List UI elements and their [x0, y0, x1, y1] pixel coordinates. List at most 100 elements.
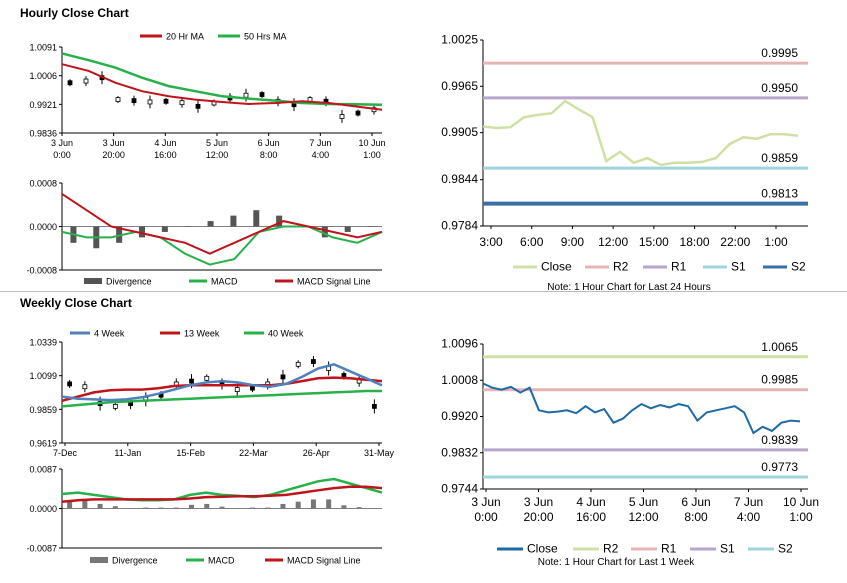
weekly-divergence-bar: [326, 499, 332, 509]
weekly-divergence-bar: [295, 501, 301, 509]
day-close-line: [482, 99, 799, 167]
week-xtick-date: 10 Jun: [783, 495, 819, 509]
weekly-price-bar-body: [189, 378, 194, 384]
hourly-price-bar-body: [131, 98, 137, 104]
weekly-price-xtick-label: 26-Apr: [303, 448, 330, 458]
weekly-price-bar-body: [295, 361, 301, 367]
week-level-label-r1: 0.9985: [761, 373, 798, 387]
weekly-price-ytick-label: 0.9859: [29, 405, 57, 415]
week-close-legend-label: Close: [527, 542, 558, 556]
week-xtick-time: 20:00: [523, 510, 553, 524]
week-xtick-time: 8:00: [684, 510, 708, 524]
hourly-price-xtick-time: 1:00: [363, 150, 381, 160]
hourly-ma50-line: [61, 52, 383, 106]
hourly-price-bar-body: [355, 110, 361, 116]
week-xtick-date: 6 Jun: [681, 495, 710, 509]
weekly-divergence-bar: [249, 507, 255, 509]
hourly-divergence-bar: [344, 226, 351, 232]
week-chart-ytick-label: 0.9832: [441, 445, 478, 459]
weekly-divergence-bar: [158, 507, 164, 509]
hourly-price-bar-body: [67, 80, 73, 86]
hourly-price-xtick-time: 16:00: [154, 150, 177, 160]
weekly-price-ytick-label: 1.0099: [29, 371, 57, 381]
week-s1-legend-label: S1: [720, 542, 735, 556]
day-xtick-label: 22:00: [720, 235, 750, 249]
weekly-price-bar-body: [67, 381, 73, 387]
hourly-divergence-bar: [276, 215, 283, 227]
day-chart-note: Note: 1 Hour Chart for Last 24 Hours: [547, 282, 710, 293]
hourly-price-xtick-time: 20:00: [102, 150, 125, 160]
weekly-price-bar-body: [204, 375, 210, 381]
weekly-price-xtick-label: 31-May: [364, 448, 395, 458]
hourly-price-xtick-date: 3 Jun: [51, 138, 73, 148]
day-chart-ytick-label: 0.9844: [441, 172, 478, 186]
weekly-price-ytick-label: 0.9619: [29, 439, 57, 449]
weekly-macd-ytick-label: 0.0000: [29, 504, 57, 514]
weekly-divergence-bar: [173, 507, 179, 509]
weekly-divergence-bar: [67, 500, 73, 509]
hourly-price-bar-body: [179, 100, 185, 106]
hourly-divergence-bar: [230, 215, 237, 227]
weekly-macd-line: [61, 477, 383, 502]
hourly-divergence-bar: [139, 226, 145, 238]
weekly-40wk-legend-label: 40 Week: [268, 329, 304, 339]
hourly-ma50-legend-label: 50 Hrs MA: [244, 32, 287, 42]
weekly-price-bar-body: [112, 403, 118, 409]
weekly-divergence-bar: [128, 508, 134, 509]
day-level-label-s2: 0.9813: [761, 187, 798, 201]
weekly-price-bar-body: [234, 387, 240, 392]
weekly-price-bar-body: [280, 374, 286, 380]
weekly-divergence-bar: [341, 505, 347, 509]
weekly-divergence-bar: [234, 508, 240, 509]
hourly-divergence-bar: [367, 226, 374, 227]
hourly-price-bar-body: [83, 78, 89, 84]
hourly-signal-line: [61, 193, 383, 255]
day-chart-ytick-label: 0.9965: [441, 79, 478, 93]
weekly-divergence-bar: [189, 504, 195, 509]
section-divider: [0, 291, 847, 292]
week-xtick-time: 4:00: [737, 510, 761, 524]
weekly-divergence-bar: [371, 508, 377, 509]
day-chart-ytick-label: 0.9905: [441, 125, 478, 139]
weekly-40wk-line: [61, 389, 382, 408]
day-r1-legend-label: R1: [671, 260, 687, 274]
weekly-divergence-bar: [112, 506, 118, 509]
week-xtick-date: 3 Jun: [471, 495, 500, 509]
week-xtick-date: 4 Jun: [576, 495, 605, 509]
weekly-divergence-bar: [310, 499, 316, 509]
weekly-divergence-bar: [82, 500, 88, 509]
week-level-label-s2: 0.9773: [761, 460, 798, 474]
day-level-label-r2: 0.9995: [761, 46, 798, 60]
hourly-price-ytick-label: 1.0091: [29, 43, 57, 53]
hourly-price-ytick-label: 0.9921: [29, 100, 57, 110]
day-xtick-label: 12:00: [598, 235, 628, 249]
week-level-label-r2: 1.0065: [761, 340, 798, 354]
weekly-divergence-bar: [97, 503, 103, 509]
hourly-divergence-bar: [321, 226, 328, 238]
weekly-price-bar-body: [250, 385, 255, 391]
weekly-divergence-bar: [280, 503, 286, 509]
hourly-ma20-legend-label: 20 Hr MA: [166, 32, 204, 42]
hourly-price-ytick-label: 0.9836: [29, 129, 57, 139]
week-chart-ytick-label: 1.0096: [441, 337, 478, 351]
week-close-line: [482, 382, 801, 435]
day-xtick-label: 9:00: [561, 235, 585, 249]
hourly-divergence-legend-label: Divergence: [106, 277, 152, 287]
week-chart-note: Note: 1 Hour Chart for Last 1 Week: [538, 557, 696, 568]
weekly-4wk-line: [61, 362, 383, 402]
hourly-price-bar-body: [115, 97, 121, 103]
hourly-price-xtick-date: 7 Jun: [309, 138, 331, 148]
weekly-divergence-bar: [143, 507, 149, 509]
hourly-divergence-bar: [184, 226, 191, 227]
hourly-macd-ytick-label: 0.0008: [29, 179, 57, 189]
week-level-label-s1: 0.9839: [761, 433, 798, 447]
weekly-signal-line: [61, 485, 383, 503]
day-xtick-label: 15:00: [639, 235, 669, 249]
week-xtick-time: 0:00: [474, 510, 498, 524]
day-level-label-r1: 0.9950: [761, 81, 798, 95]
weekly-divergence-bar: [204, 503, 210, 509]
weekly-price-xtick-label: 22-Mar: [239, 448, 268, 458]
hourly-chart-title: Hourly Close Chart: [20, 6, 129, 20]
week-xtick-date: 7 Jun: [734, 495, 763, 509]
hourly-price-bar-body: [243, 92, 249, 98]
